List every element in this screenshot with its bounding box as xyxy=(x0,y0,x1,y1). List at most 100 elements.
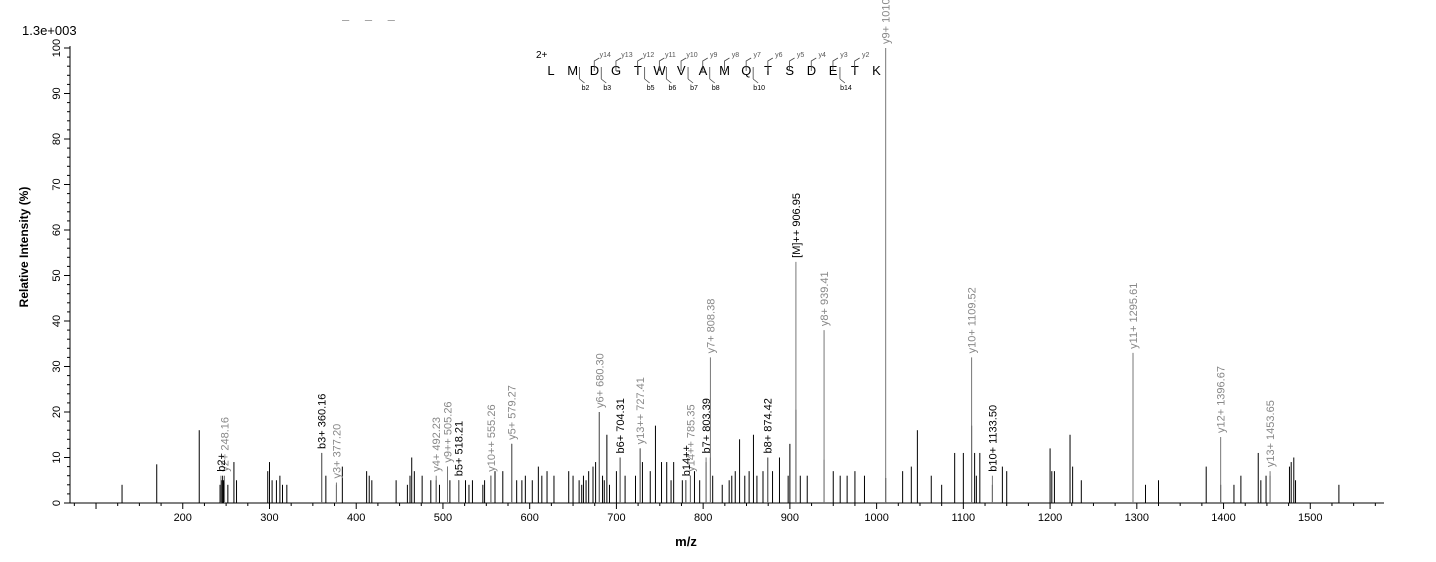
y-ion-label: y2 xyxy=(862,52,870,59)
peak-annotation-label: b14++ xyxy=(681,445,693,476)
b-ion-label: b2 xyxy=(582,85,590,92)
peak-annotation-label: b6+ 704.31 xyxy=(615,398,627,453)
y-ion-bracket xyxy=(724,57,730,71)
b-ion-label: b8 xyxy=(712,85,720,92)
x-tick-label: 900 xyxy=(781,512,799,524)
x-tick-label: 400 xyxy=(347,512,365,524)
x-tick-label: 700 xyxy=(607,512,625,524)
peak-annotation-label: [M]++ 906.95 xyxy=(791,193,803,258)
spectrum-peaks xyxy=(121,48,1340,503)
y-ion-bracket xyxy=(789,57,795,71)
peak-annotation-label: y8+ 939.41 xyxy=(819,271,831,326)
b-ion-label: b10 xyxy=(753,85,765,92)
y-tick-label: 70 xyxy=(51,178,63,190)
peak-annotation-label: y10+ 1109.52 xyxy=(967,287,979,353)
y-ion-bracket xyxy=(658,57,665,71)
charge-state-label: 2+ xyxy=(536,50,548,61)
sequence-residue: L xyxy=(547,63,554,78)
y-ion-bracket xyxy=(637,57,643,71)
y-tick-label: 80 xyxy=(51,133,63,145)
y-tick-label: 30 xyxy=(51,360,63,372)
sequence-residue: M xyxy=(567,63,578,78)
y-tick-label: 40 xyxy=(51,315,63,327)
y-tick-label: 50 xyxy=(51,269,63,281)
y-axis-label: Relative Intensity (%) xyxy=(17,187,31,308)
y-tick-label: 10 xyxy=(51,451,63,463)
peak-annotation-label: b2+ xyxy=(216,453,228,472)
peak-annotation-label: y7+ 808.38 xyxy=(705,299,717,354)
b-ion-bracket xyxy=(644,67,650,84)
y-ion-bracket xyxy=(702,57,708,71)
y-ion-label: y14 xyxy=(600,52,611,59)
y-ion-bracket xyxy=(854,57,860,71)
y-ion-bracket xyxy=(810,57,817,71)
y-tick-label: 100 xyxy=(51,39,63,57)
y-tick-label: 0 xyxy=(51,500,63,506)
x-tick-label: 300 xyxy=(260,512,278,524)
peak-annotation-label: y12+ 1396.67 xyxy=(1216,366,1228,433)
x-tick-label: 500 xyxy=(434,512,452,524)
peak-annotation-label: y5+ 579.27 xyxy=(507,385,519,440)
b-ion-bracket xyxy=(709,67,715,84)
peak-annotation-label: y11+ 1295.61 xyxy=(1128,283,1140,349)
y-ion-bracket xyxy=(745,57,752,71)
b-ion-label: b3 xyxy=(603,85,611,92)
y-ion-label: y5 xyxy=(797,52,805,59)
y-ion-label: y7 xyxy=(753,52,761,59)
peak-annotation-label: y4+ 492.23 xyxy=(431,417,443,472)
peak-annotation-label: y3+ 377.20 xyxy=(331,424,343,479)
y-ion-label: y10 xyxy=(686,52,697,59)
peak-annotation-label: y13++ 727.41 xyxy=(635,377,647,444)
x-tick-label: 800 xyxy=(694,512,712,524)
sequence-residue: K xyxy=(872,63,881,78)
peak-annotation-label: y13+ 1453.65 xyxy=(1265,400,1277,467)
chart-axes: 200 300 400 500 600 700 800 900 1000 1100 1200 1300… xyxy=(51,39,1384,524)
y-ion-bracket xyxy=(767,57,774,71)
b-ion-bracket xyxy=(579,67,585,84)
b-ion-bracket xyxy=(839,67,846,84)
y-ion-label: y11 xyxy=(665,52,676,59)
peak-annotation-label: b8+ 874.42 xyxy=(763,398,775,453)
peak-annotation-label: y9++ 505.26 xyxy=(443,401,455,462)
y-ion-bracket xyxy=(593,57,600,71)
x-tick-label: 1300 xyxy=(1125,512,1149,524)
x-tick-label: 1200 xyxy=(1038,512,1062,524)
x-axis-label: m/z xyxy=(675,534,697,549)
y-ion-label: y13 xyxy=(621,52,632,59)
peak-annotation-label: b10+ 1133.50 xyxy=(987,405,999,472)
b-ion-bracket xyxy=(687,67,694,84)
top-dash-marks: ‒ ‒ ‒ xyxy=(342,12,401,27)
b-ion-label: b5 xyxy=(647,85,655,92)
peak-annotation-label: b7+ 803.39 xyxy=(701,398,713,453)
b-ion-bracket xyxy=(665,67,672,84)
peak-annotation-label: y14++ 785.35 xyxy=(685,404,697,471)
b-ion-label: b7 xyxy=(690,85,698,92)
y-ion-label: y3 xyxy=(840,52,848,59)
y-ion-bracket xyxy=(832,57,839,71)
peak-annotation-label: y2+ 248.16 xyxy=(220,417,232,472)
b-ion-label: b14 xyxy=(840,85,852,92)
b-ion-label: b6 xyxy=(668,85,676,92)
sequence-residue: W xyxy=(653,63,666,78)
y-ion-label: y4 xyxy=(819,52,827,59)
intensity-scale-label: 1.3e+003 xyxy=(22,23,77,38)
b-ion-bracket xyxy=(600,67,607,84)
x-tick-label: 1400 xyxy=(1211,512,1235,524)
x-tick-label: 1000 xyxy=(864,512,888,524)
y-ion-bracket xyxy=(680,57,687,71)
x-tick-label: 600 xyxy=(521,512,539,524)
b-ion-bracket xyxy=(752,67,759,84)
peak-annotation-label: y6+ 680.30 xyxy=(594,353,606,408)
x-tick-label: 200 xyxy=(174,512,192,524)
y-ion-label: y12 xyxy=(643,52,654,59)
y-ion-label: y6 xyxy=(775,52,783,59)
y-tick-label: 90 xyxy=(51,87,63,99)
peak-annotation-label: b3+ 360.16 xyxy=(317,394,329,449)
y-ion-bracket xyxy=(615,57,622,71)
y-tick-label: 20 xyxy=(51,406,63,418)
y-ion-label: y9 xyxy=(710,52,718,59)
y-tick-label: 60 xyxy=(51,224,63,236)
x-tick-label: 1500 xyxy=(1298,512,1322,524)
